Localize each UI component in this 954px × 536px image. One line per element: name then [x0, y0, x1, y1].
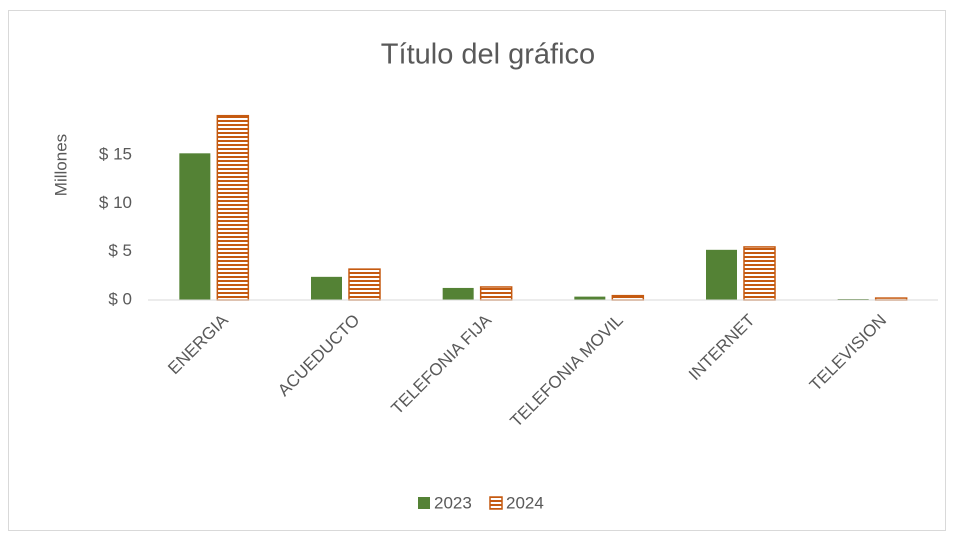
y-tick-label: $ 5: [108, 241, 132, 260]
y-tick-label: $ 0: [108, 289, 132, 308]
bar: [442, 287, 474, 300]
legend-swatch: [418, 497, 430, 509]
legend-label: 2023: [434, 493, 472, 512]
y-tick-label: $ 10: [99, 193, 132, 212]
bar: [611, 294, 645, 301]
bar: [348, 268, 381, 301]
bar: [574, 296, 606, 300]
y-axis-label: Millones: [51, 134, 70, 196]
bar: [311, 276, 342, 300]
legend: 2023 2024: [418, 493, 544, 512]
bar: [743, 246, 776, 301]
bar: [216, 114, 250, 301]
bar: [479, 286, 513, 301]
bar: [706, 249, 737, 300]
chart-border: [8, 10, 946, 531]
bar: [179, 153, 211, 300]
chart-title: Título del gráfico: [381, 39, 595, 71]
legend-swatch: [489, 496, 503, 510]
legend-label: 2024: [506, 493, 544, 512]
y-tick-label: $ 15: [99, 145, 132, 164]
